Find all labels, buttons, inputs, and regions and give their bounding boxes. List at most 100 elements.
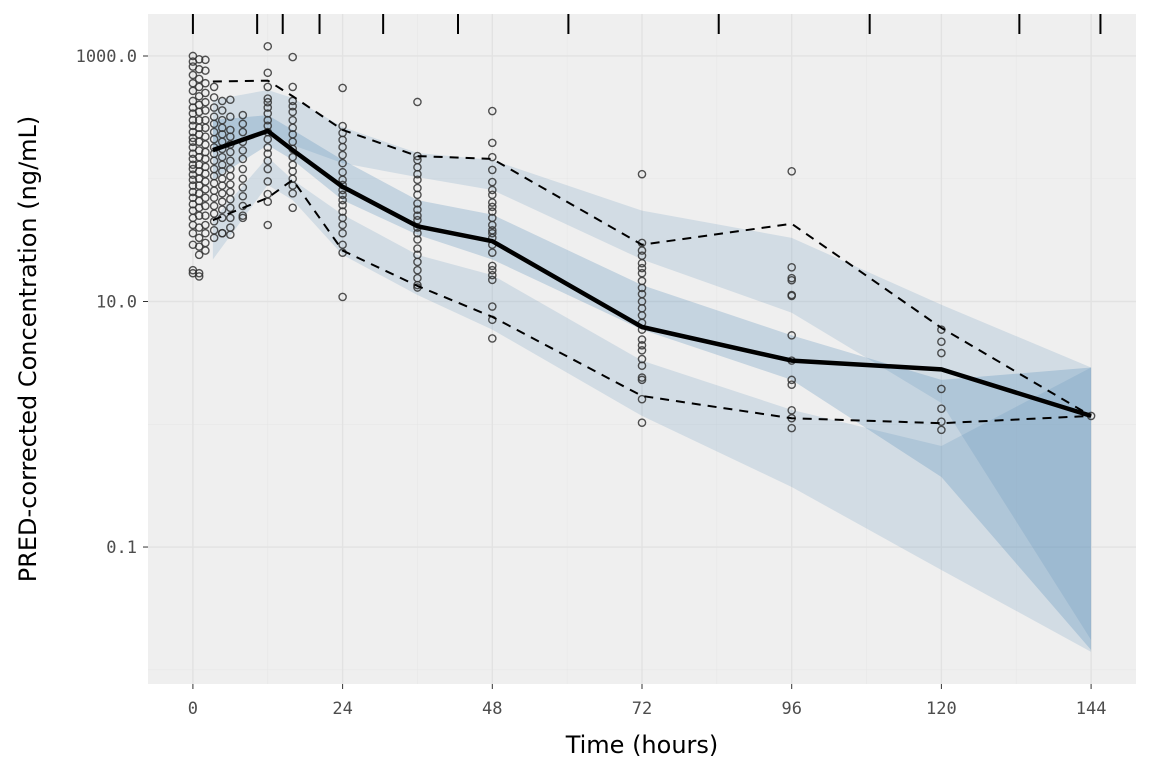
observed-point — [288, 203, 298, 213]
observed-point — [238, 110, 248, 120]
observed-point — [263, 94, 273, 103]
observed-point — [488, 270, 497, 280]
observed-point — [263, 164, 273, 174]
observed-points — [188, 41, 1096, 435]
observed-point — [488, 248, 497, 257]
band-median-ci — [212, 115, 1092, 650]
observed-point — [637, 375, 647, 385]
observed-point — [226, 147, 235, 157]
observed-point — [937, 417, 946, 426]
observed-lines — [212, 79, 1092, 425]
observed-point — [194, 268, 204, 278]
observed-point — [937, 384, 946, 394]
observed-point — [238, 191, 248, 201]
observed-point — [787, 405, 796, 415]
observed-point — [201, 220, 210, 230]
observed-point — [201, 201, 210, 211]
x-axis: 0 24 48 72 96 120 144 — [188, 684, 1107, 719]
observed-point — [194, 211, 204, 221]
observed-point — [194, 272, 204, 281]
x-tick-label: 144 — [1076, 699, 1107, 719]
observed-point — [263, 41, 273, 51]
observed-point — [787, 375, 796, 385]
observed-point — [338, 142, 347, 152]
observed-point — [488, 220, 497, 230]
observed-point — [637, 346, 647, 355]
observed-point — [338, 190, 347, 200]
observed-point — [637, 340, 647, 350]
observed-point — [637, 258, 647, 268]
observed-point — [413, 211, 422, 221]
observed-point — [217, 197, 227, 207]
observed-point — [263, 156, 273, 166]
observed-point — [413, 257, 422, 267]
observed-point — [637, 335, 647, 344]
observed-point — [209, 233, 219, 243]
observed-point — [937, 404, 946, 413]
observed-point — [413, 235, 422, 244]
observed-point — [787, 380, 796, 390]
observed-point — [787, 291, 796, 301]
observed-point — [488, 177, 497, 187]
y-tick-label: 10.0 — [96, 293, 137, 313]
observed-point — [263, 177, 273, 186]
observed-point — [488, 302, 497, 311]
x-tick-label: 96 — [781, 699, 801, 719]
observed-point — [288, 82, 298, 92]
observed-point — [413, 175, 422, 185]
observed-point — [787, 262, 796, 272]
observed-point — [201, 185, 210, 194]
observed-point — [209, 93, 219, 102]
observed-point — [209, 103, 219, 112]
observed-point — [637, 361, 647, 370]
observed-point — [338, 292, 347, 302]
observed-point — [338, 175, 347, 185]
x-tick-label: 24 — [332, 699, 352, 719]
observed-point — [338, 220, 347, 230]
y-tick-label: 0.1 — [106, 538, 137, 558]
observed-point — [201, 55, 210, 65]
observed-point — [787, 166, 796, 176]
observed-point — [201, 88, 210, 98]
observed-point — [637, 394, 647, 404]
observed-point — [637, 418, 647, 427]
observed-point — [488, 261, 497, 271]
observed-point — [637, 246, 647, 255]
observed-point — [188, 228, 198, 238]
observed-point — [413, 280, 422, 290]
x-tick-label: 0 — [188, 699, 198, 719]
observed-point — [288, 107, 298, 117]
observed-point — [488, 106, 497, 116]
observed-point — [637, 263, 647, 273]
observed-point — [209, 193, 219, 203]
observed-point — [238, 174, 248, 184]
x-axis-title: Time (hours) — [565, 731, 719, 759]
observed-point — [238, 146, 248, 155]
observed-point — [188, 133, 198, 143]
observed-point — [217, 228, 227, 238]
line-median — [212, 128, 1092, 419]
observed-point — [209, 217, 219, 226]
observed-point — [488, 228, 497, 238]
observed-point — [338, 195, 347, 205]
line-upper-percentile — [212, 79, 1092, 417]
observed-point — [288, 101, 298, 111]
observed-point — [201, 228, 210, 238]
observed-point — [488, 334, 497, 343]
observed-point — [488, 275, 497, 285]
observed-point — [217, 189, 227, 198]
observed-point — [637, 169, 647, 179]
observed-point — [226, 95, 235, 105]
observed-point — [188, 181, 198, 190]
observed-point — [226, 195, 235, 204]
observed-point — [263, 197, 273, 207]
observed-point — [413, 205, 422, 214]
observed-point — [413, 97, 422, 107]
observed-point — [413, 190, 422, 200]
observed-point — [338, 200, 347, 210]
observed-point — [937, 337, 946, 347]
observed-point — [338, 158, 347, 168]
observed-point — [413, 199, 422, 208]
observed-point — [194, 54, 204, 64]
